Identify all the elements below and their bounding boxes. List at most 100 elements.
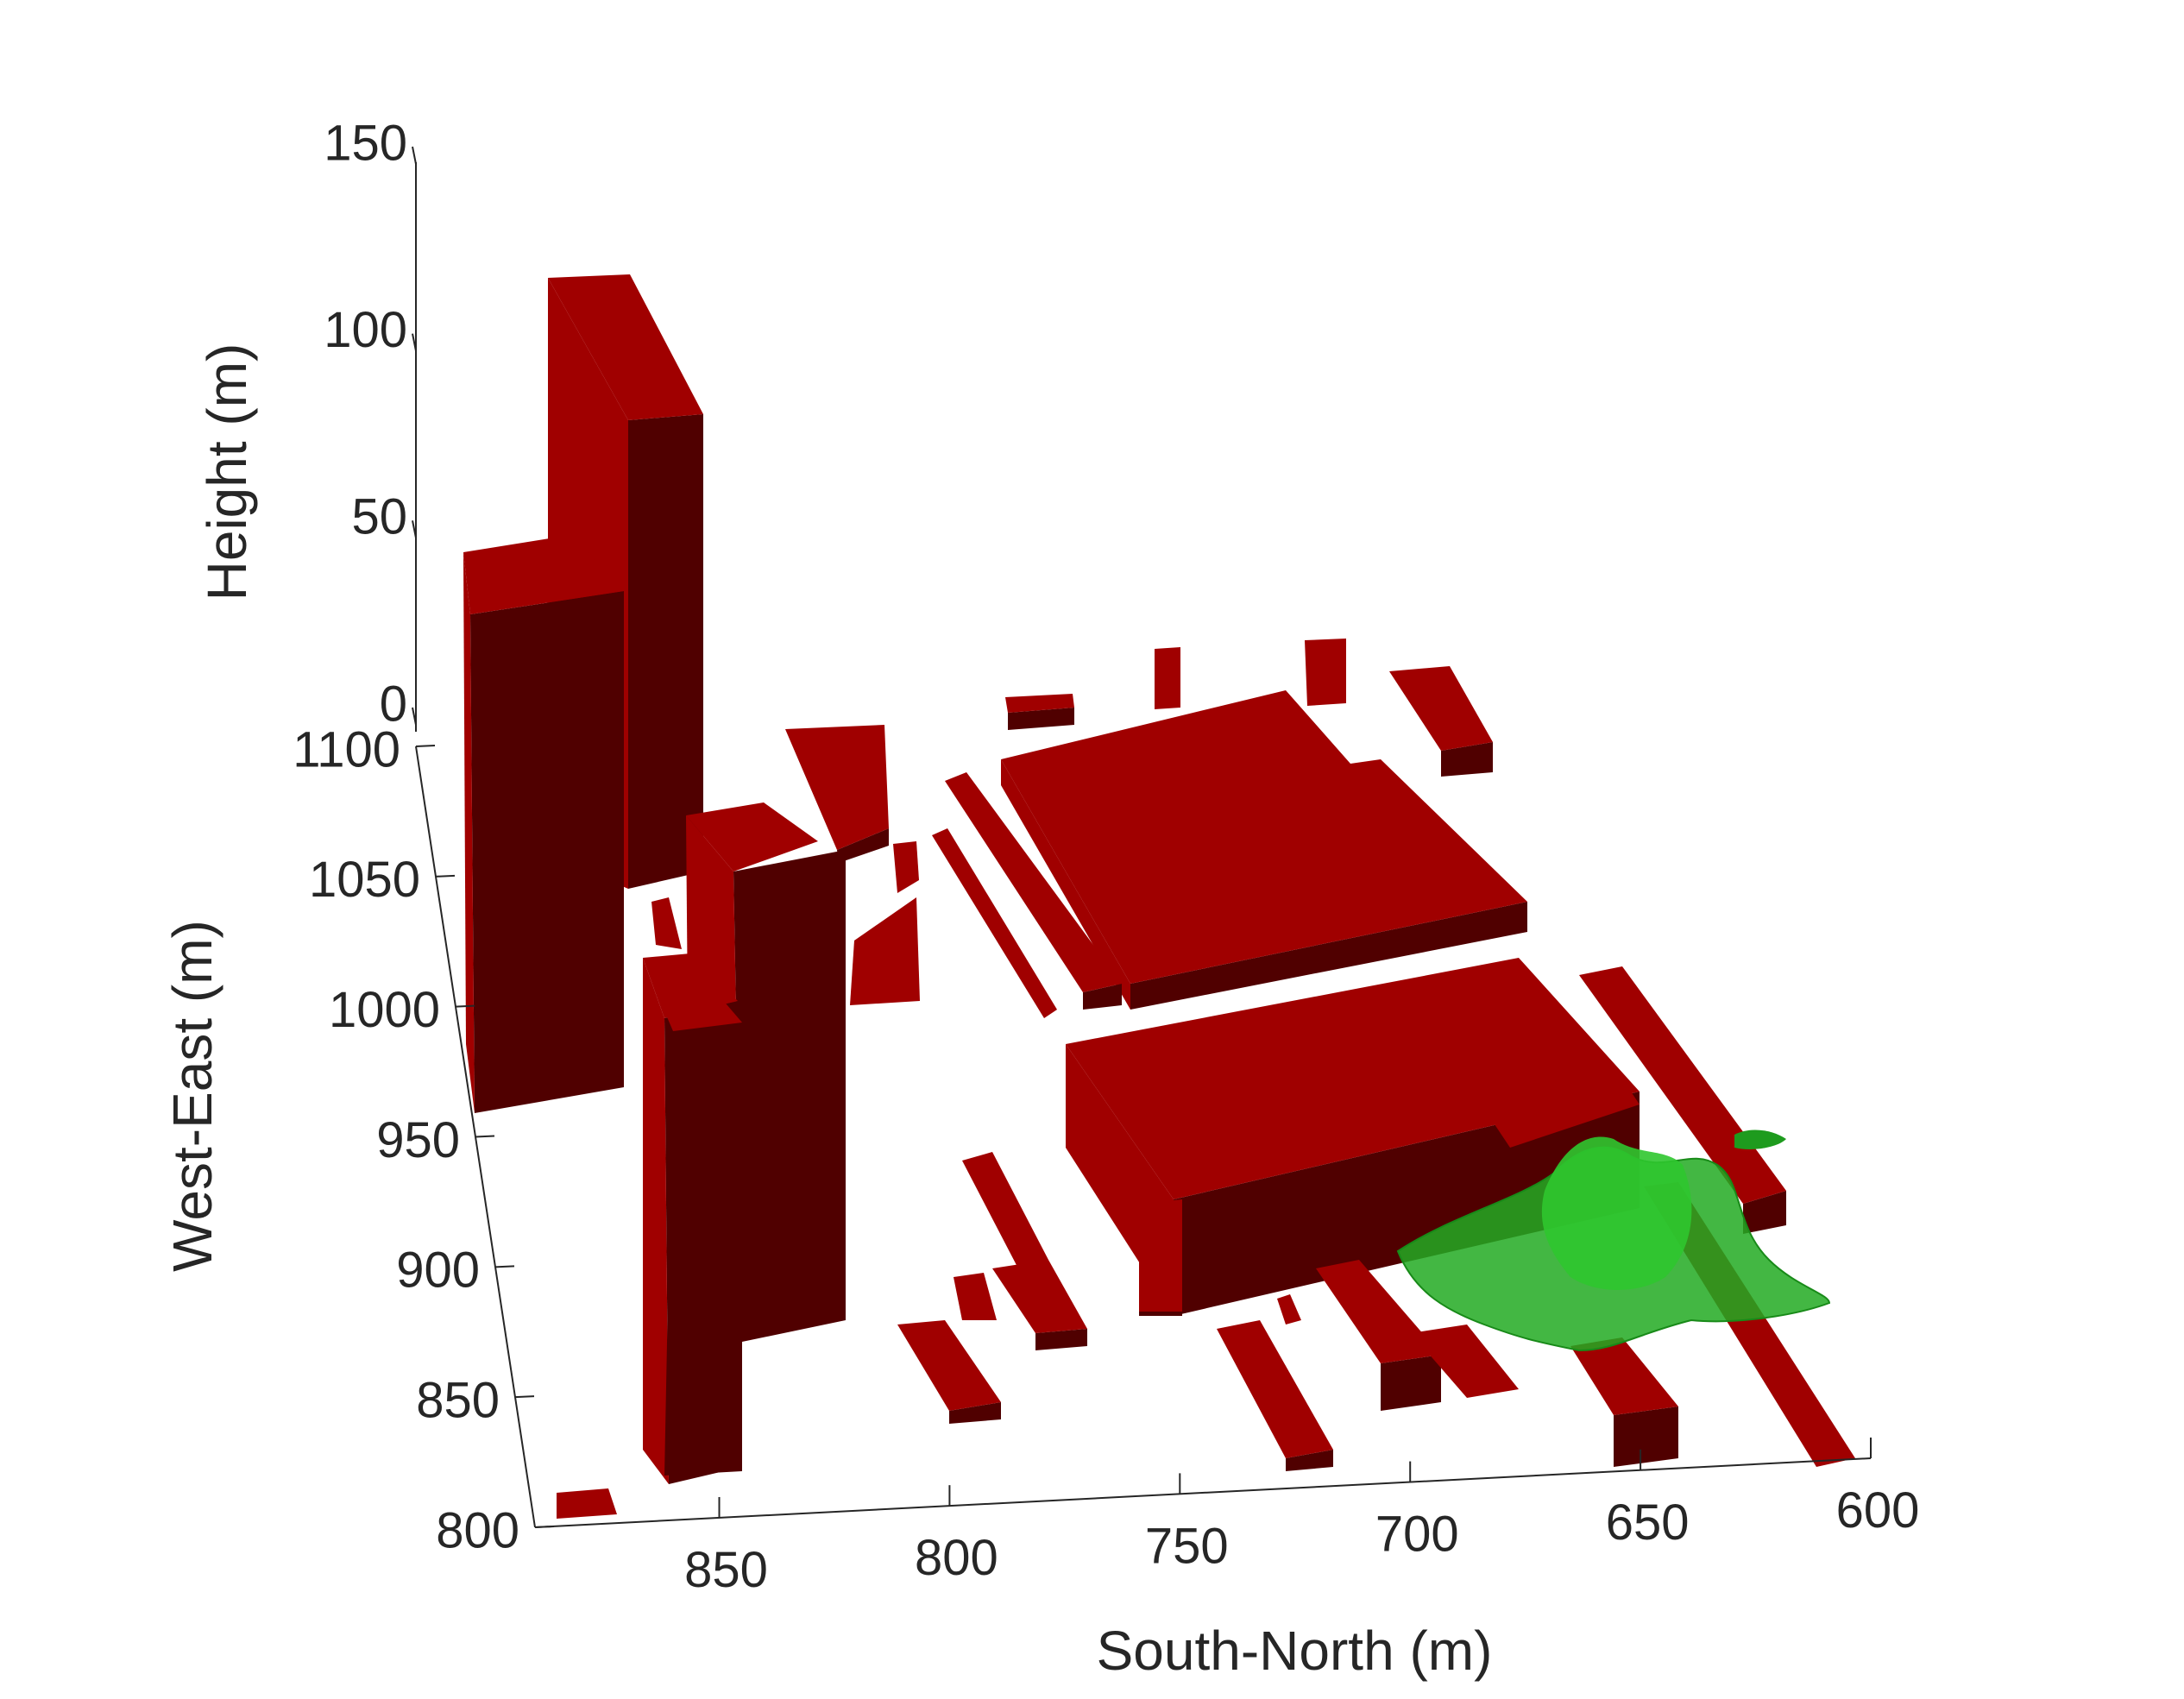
plume-core xyxy=(1541,1136,1692,1290)
y-tick-label: 1100 xyxy=(293,721,400,777)
building-top-small-3-top xyxy=(1305,639,1346,706)
building-large-upper-top xyxy=(1001,690,1527,984)
building-tall-tower-front xyxy=(628,414,703,889)
building-tower-mid-left-side xyxy=(643,958,669,1484)
building-ll-9-front xyxy=(1614,1406,1678,1467)
x-tick-label: 800 xyxy=(915,1530,998,1586)
building-tower-left xyxy=(463,535,624,1113)
z-tick xyxy=(412,707,417,726)
building-small-2 xyxy=(893,841,919,893)
scene-3d xyxy=(463,274,1855,1519)
building-lower-tail-top xyxy=(1139,1199,1182,1312)
building-large-upper-front xyxy=(1130,902,1527,1010)
x-tick-label: 600 xyxy=(1836,1482,1920,1539)
building-corner-small-top xyxy=(557,1488,617,1519)
y-tick-label: 900 xyxy=(396,1243,480,1299)
building-ll-4 xyxy=(897,1320,1001,1424)
building-ll-9-top xyxy=(1570,1337,1678,1415)
z-tick-label: 150 xyxy=(324,115,407,171)
building-tall-tower-top xyxy=(548,274,703,420)
x-tick-label: 650 xyxy=(1606,1494,1690,1551)
building-top-small-1-top xyxy=(1005,694,1074,713)
x-axis-label: South-North (m) xyxy=(1097,1620,1493,1682)
building-ll-7-front xyxy=(1381,1355,1441,1411)
building-right-bar-1-front xyxy=(1743,1191,1786,1234)
z-tick xyxy=(412,520,417,538)
building-bar-1-top xyxy=(945,772,1122,992)
x-tick-label: 700 xyxy=(1375,1507,1459,1563)
building-tower-left-side xyxy=(463,552,475,1113)
building-bar-2 xyxy=(932,828,1057,1018)
y-tick xyxy=(435,874,456,878)
y-tick xyxy=(534,1526,555,1528)
z-tick-label: 100 xyxy=(324,302,407,358)
building-ll-7-top xyxy=(1316,1260,1441,1363)
building-tower-mid-front xyxy=(733,850,846,1342)
y-axis-label: West-East (m) xyxy=(161,920,223,1272)
building-bar-2-top xyxy=(932,828,1057,1018)
building-large-upper xyxy=(1001,690,1527,1010)
building-top-small-1-front xyxy=(1008,708,1074,730)
building-top-right xyxy=(1389,666,1493,777)
building-ll-2 xyxy=(992,1260,1087,1350)
building-lower-tail xyxy=(1139,1199,1182,1316)
building-top-small-2 xyxy=(1155,647,1180,709)
y-tick-label: 850 xyxy=(416,1372,500,1428)
building-ll-2-top xyxy=(992,1260,1087,1333)
building-small-3-top xyxy=(850,897,920,1005)
x-tick-label: 850 xyxy=(684,1542,768,1598)
z-tick-label: 0 xyxy=(380,676,407,732)
building-corner-small xyxy=(557,1488,617,1519)
building-right-block-front xyxy=(1510,1104,1640,1182)
y-tick xyxy=(494,1265,515,1268)
building-small-1-front xyxy=(837,828,889,863)
building-right-block xyxy=(1493,1079,1640,1182)
z-tick xyxy=(412,146,417,165)
y-tick-label: 950 xyxy=(376,1112,460,1168)
building-large-upper-side xyxy=(1001,759,1130,1010)
building-top-small-2-top xyxy=(1155,647,1180,709)
building-ll-8-top xyxy=(1411,1325,1519,1398)
building-small-3 xyxy=(850,897,920,1005)
building-tower-mid-top xyxy=(686,802,818,872)
building-ll-2-front xyxy=(1035,1329,1087,1350)
building-tower-front xyxy=(660,992,742,1476)
building-top-small-3 xyxy=(1305,639,1346,706)
building-top-right-front xyxy=(1441,742,1493,777)
building-large-lower-top xyxy=(1066,958,1640,1199)
x-tick-label: 750 xyxy=(1145,1518,1229,1574)
building-ll-6 xyxy=(1277,1294,1301,1325)
building-top-small-1 xyxy=(1005,694,1074,730)
building-top-right-top xyxy=(1389,666,1493,751)
building-ll-6-top xyxy=(1277,1294,1301,1325)
building-tower-left-front xyxy=(470,591,624,1113)
ticks: 0 50 100 150 800 850 900 950 1000 1050 1100 850 800 7… xyxy=(293,115,1919,1598)
building-small-1 xyxy=(785,725,889,863)
building-ll-4-front xyxy=(949,1402,1001,1424)
building-ll-3 xyxy=(954,1273,997,1320)
y-tick xyxy=(514,1395,535,1399)
z-tick-label: 50 xyxy=(351,489,407,545)
building-tower-front-top xyxy=(660,992,742,1031)
plume-isosurface xyxy=(1396,1130,1831,1352)
z-tick xyxy=(412,333,417,351)
building-ll-5 xyxy=(1217,1320,1333,1471)
building-right-block-top xyxy=(1493,1079,1640,1148)
building-ll-5-top xyxy=(1217,1320,1333,1458)
building-small-4-top xyxy=(651,897,682,949)
building-ll-3-top xyxy=(954,1273,997,1320)
y-tick-label: 800 xyxy=(436,1502,519,1558)
building-ll-7 xyxy=(1316,1260,1441,1411)
building-ll-8 xyxy=(1411,1325,1519,1398)
y-tick xyxy=(455,1004,475,1008)
building-ll-9 xyxy=(1570,1337,1678,1467)
building-ll-1-top xyxy=(962,1152,1048,1268)
building-small-4 xyxy=(651,897,682,949)
z-axis-label: Height (m) xyxy=(196,343,258,601)
building-bar-1 xyxy=(945,772,1122,1010)
building-ll-4-top xyxy=(897,1320,1001,1411)
plume-wisp xyxy=(1734,1130,1786,1149)
building-tower-front-front xyxy=(664,1023,742,1476)
building-ll-5-front xyxy=(1286,1450,1333,1471)
